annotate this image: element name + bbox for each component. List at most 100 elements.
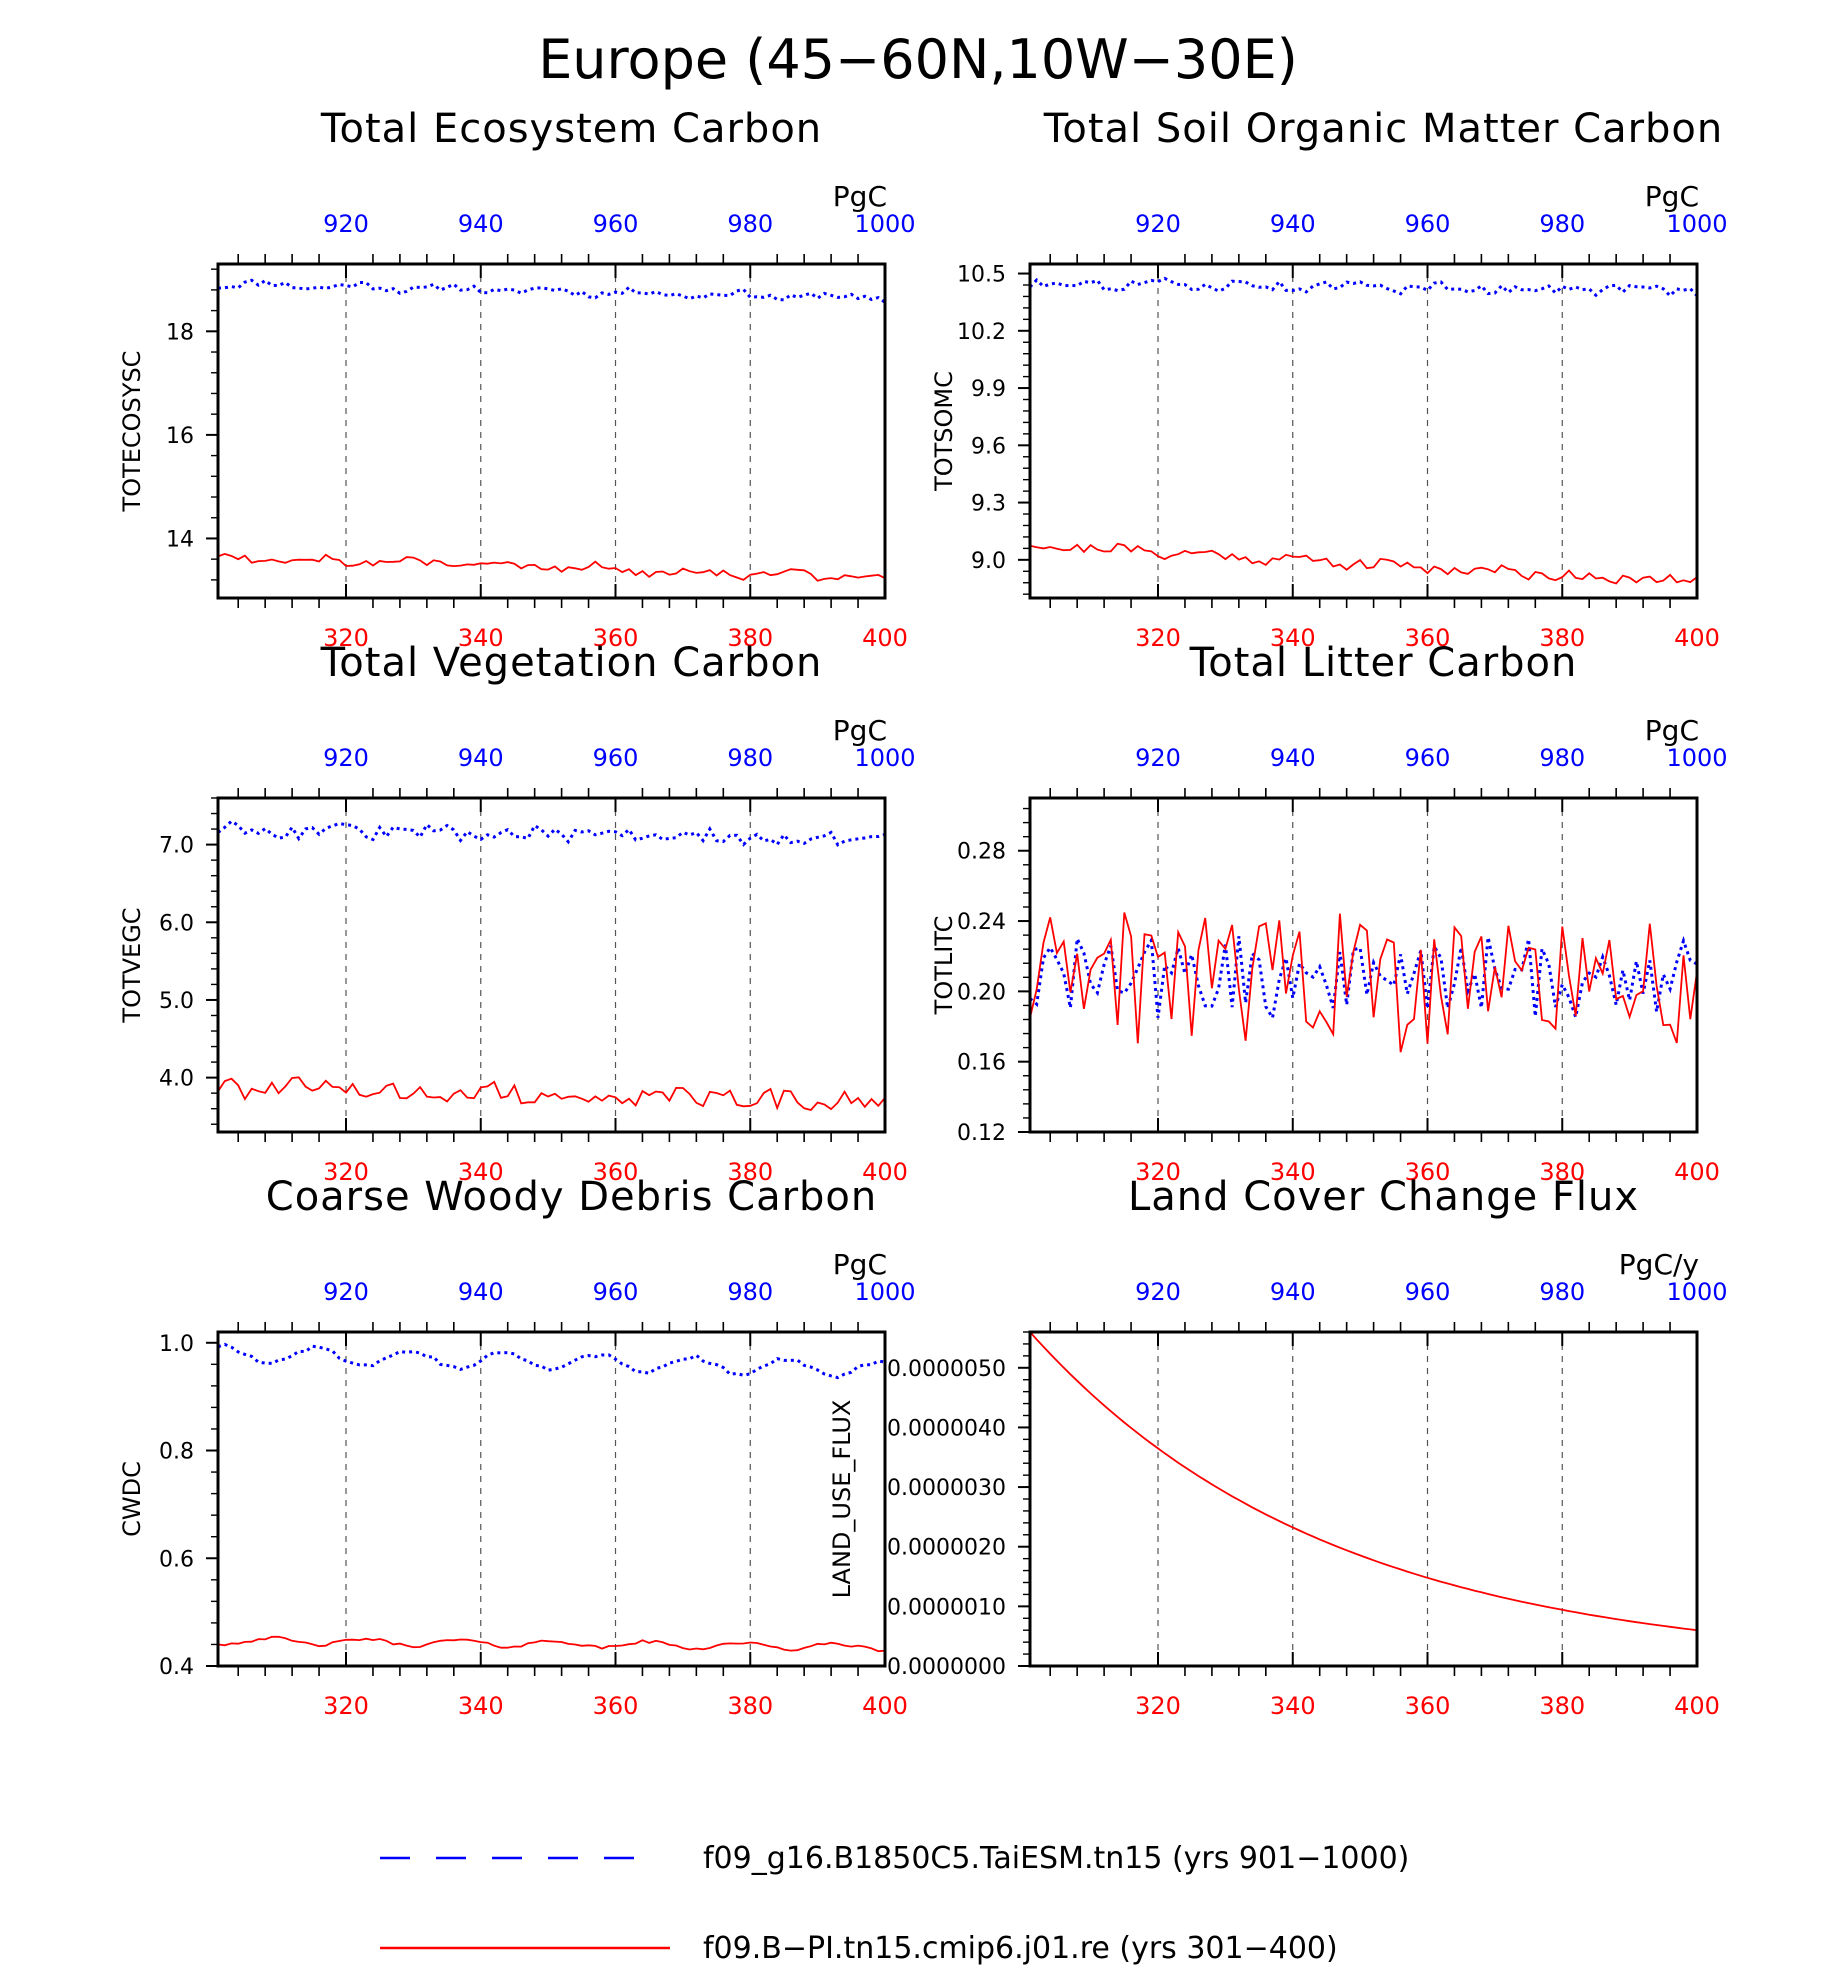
x-tick-label-top: 940 xyxy=(1270,744,1316,772)
x-tick-label-top: 920 xyxy=(1135,210,1181,238)
y-tick-label: 0.0000000 xyxy=(887,1655,1006,1680)
series-line-red xyxy=(1029,912,1698,1053)
y-tick-label: 0.0000040 xyxy=(887,1416,1006,1441)
x-tick-label-top: 1000 xyxy=(1666,210,1727,238)
y-tick-label: 0.6 xyxy=(159,1547,194,1572)
chart-panel-2: Total Soil Organic Matter Carbon PgC 320 92… xyxy=(930,106,1728,652)
y-tick-label: 1.0 xyxy=(159,1332,194,1357)
x-tick-label-top: 980 xyxy=(1539,1278,1585,1306)
chart-panel-5: Coarse Woody Debris Carbon PgC 320 920 340 94… xyxy=(118,1174,916,1720)
x-tick-label-top: 1000 xyxy=(1666,744,1727,772)
x-tick-label-bottom: 340 xyxy=(1270,624,1316,652)
x-tick-label-bottom: 320 xyxy=(1135,624,1181,652)
x-tick-label-top: 920 xyxy=(323,1278,369,1306)
x-tick-label-bottom: 360 xyxy=(1405,624,1451,652)
x-tick-label-bottom: 340 xyxy=(1270,1158,1316,1186)
plot-frame xyxy=(216,1330,887,1668)
x-tick-label-bottom: 360 xyxy=(1405,1158,1451,1186)
x-tick-label-bottom: 320 xyxy=(1135,1692,1181,1720)
y-tick-label: 9.6 xyxy=(971,434,1006,459)
series-line-blue xyxy=(217,278,886,304)
x-tick-label-bottom: 320 xyxy=(1135,1158,1181,1186)
chart-panels: Total Ecosystem Carbon PgC 320 920 340 940 360… xyxy=(118,106,1728,1720)
chart-panel-1: Total Ecosystem Carbon PgC 320 920 340 940 360… xyxy=(118,106,916,652)
panel-title: Coarse Woody Debris Carbon xyxy=(266,1174,877,1220)
units-label: PgC xyxy=(1645,180,1699,213)
x-tick-label-top: 960 xyxy=(1405,744,1451,772)
y-axis-label: TOTLITC xyxy=(930,916,958,1016)
units-label: PgC xyxy=(833,714,887,747)
x-tick-label-bottom: 400 xyxy=(1674,624,1720,652)
x-tick-label-top: 940 xyxy=(458,744,504,772)
units-label: PgC xyxy=(833,1248,887,1281)
x-tick-label-bottom: 380 xyxy=(727,1158,773,1186)
series-line-blue xyxy=(1028,276,1699,298)
x-tick-label-bottom: 320 xyxy=(323,1158,369,1186)
figure-title: Europe (45−60N,10W−30E) xyxy=(538,28,1298,91)
x-tick-label-top: 980 xyxy=(727,210,773,238)
y-axis-label: TOTVEGC xyxy=(118,907,146,1023)
y-tick-label: 6.0 xyxy=(159,911,194,936)
y-tick-label: 4.0 xyxy=(159,1067,194,1092)
x-tick-label-top: 960 xyxy=(593,744,639,772)
plot-frame xyxy=(216,262,887,600)
series-line-red xyxy=(217,1635,886,1653)
x-tick-label-top: 960 xyxy=(593,1278,639,1306)
x-tick-label-bottom: 380 xyxy=(727,1692,773,1720)
units-label: PgC xyxy=(833,180,887,213)
legend-label-blue: f09_g16.B1850C5.TaiESM.tn15 (yrs 901−100… xyxy=(703,1841,1409,1876)
y-tick-label: 10.5 xyxy=(957,263,1006,288)
y-tick-label: 0.24 xyxy=(957,910,1006,935)
x-tick-label-top: 960 xyxy=(593,210,639,238)
y-tick-label: 0.0000030 xyxy=(887,1476,1006,1501)
legend: f09_g16.B1850C5.TaiESM.tn15 (yrs 901−100… xyxy=(380,1841,1409,1966)
x-tick-label-top: 920 xyxy=(1135,1278,1181,1306)
series-line-red xyxy=(1029,542,1698,585)
y-tick-label: 0.0000050 xyxy=(887,1357,1006,1382)
x-tick-label-bottom: 340 xyxy=(458,1158,504,1186)
chart-panel-6: Land Cover Change Flux PgC/y 320 920 340 940 3… xyxy=(828,1174,1728,1720)
x-tick-label-top: 980 xyxy=(727,1278,773,1306)
y-tick-label: 7.0 xyxy=(159,834,194,859)
x-tick-label-top: 1000 xyxy=(854,210,915,238)
x-tick-label-bottom: 380 xyxy=(1539,1158,1585,1186)
x-tick-label-bottom: 380 xyxy=(1539,624,1585,652)
series-line-blue xyxy=(1029,933,1698,1024)
series-line-red xyxy=(217,552,886,582)
x-tick-label-top: 1000 xyxy=(854,744,915,772)
x-tick-label-top: 980 xyxy=(727,744,773,772)
x-tick-label-bottom: 400 xyxy=(862,624,908,652)
chart-panel-4: Total Litter Carbon PgC 320 920 340 940 360 960… xyxy=(930,640,1728,1186)
y-tick-label: 0.16 xyxy=(957,1051,1006,1076)
x-tick-label-top: 920 xyxy=(323,210,369,238)
x-tick-label-bottom: 320 xyxy=(323,624,369,652)
y-tick-label: 0.0000020 xyxy=(887,1536,1006,1561)
x-tick-label-bottom: 320 xyxy=(323,1692,369,1720)
x-tick-label-bottom: 380 xyxy=(727,624,773,652)
x-tick-label-top: 1000 xyxy=(1666,1278,1727,1306)
series-line-red xyxy=(217,1076,886,1112)
y-tick-label: 9.0 xyxy=(971,549,1006,574)
y-tick-label: 0.28 xyxy=(957,840,1006,865)
x-tick-label-bottom: 360 xyxy=(593,624,639,652)
y-axis-label: TOTSOMC xyxy=(930,371,958,492)
y-tick-label: 10.2 xyxy=(957,320,1006,345)
x-tick-label-bottom: 360 xyxy=(593,1158,639,1186)
x-tick-label-bottom: 340 xyxy=(458,1692,504,1720)
legend-label-red: f09.B−PI.tn15.cmip6.j01.re (yrs 301−400) xyxy=(703,1931,1338,1966)
y-tick-label: 16 xyxy=(166,424,194,449)
y-tick-label: 0.20 xyxy=(957,980,1006,1005)
y-axis-label: TOTECOSYSC xyxy=(118,351,146,513)
x-tick-label-bottom: 400 xyxy=(862,1692,908,1720)
x-tick-label-top: 940 xyxy=(1270,210,1316,238)
units-label: PgC xyxy=(1645,714,1699,747)
x-tick-label-top: 940 xyxy=(458,210,504,238)
y-tick-label: 0.0000010 xyxy=(887,1595,1006,1620)
x-tick-label-top: 920 xyxy=(323,744,369,772)
plot-frame xyxy=(1028,1330,1699,1668)
y-tick-label: 9.3 xyxy=(971,492,1006,517)
y-tick-label: 0.12 xyxy=(957,1121,1006,1146)
x-tick-label-top: 980 xyxy=(1539,210,1585,238)
y-tick-label: 9.9 xyxy=(971,377,1006,402)
